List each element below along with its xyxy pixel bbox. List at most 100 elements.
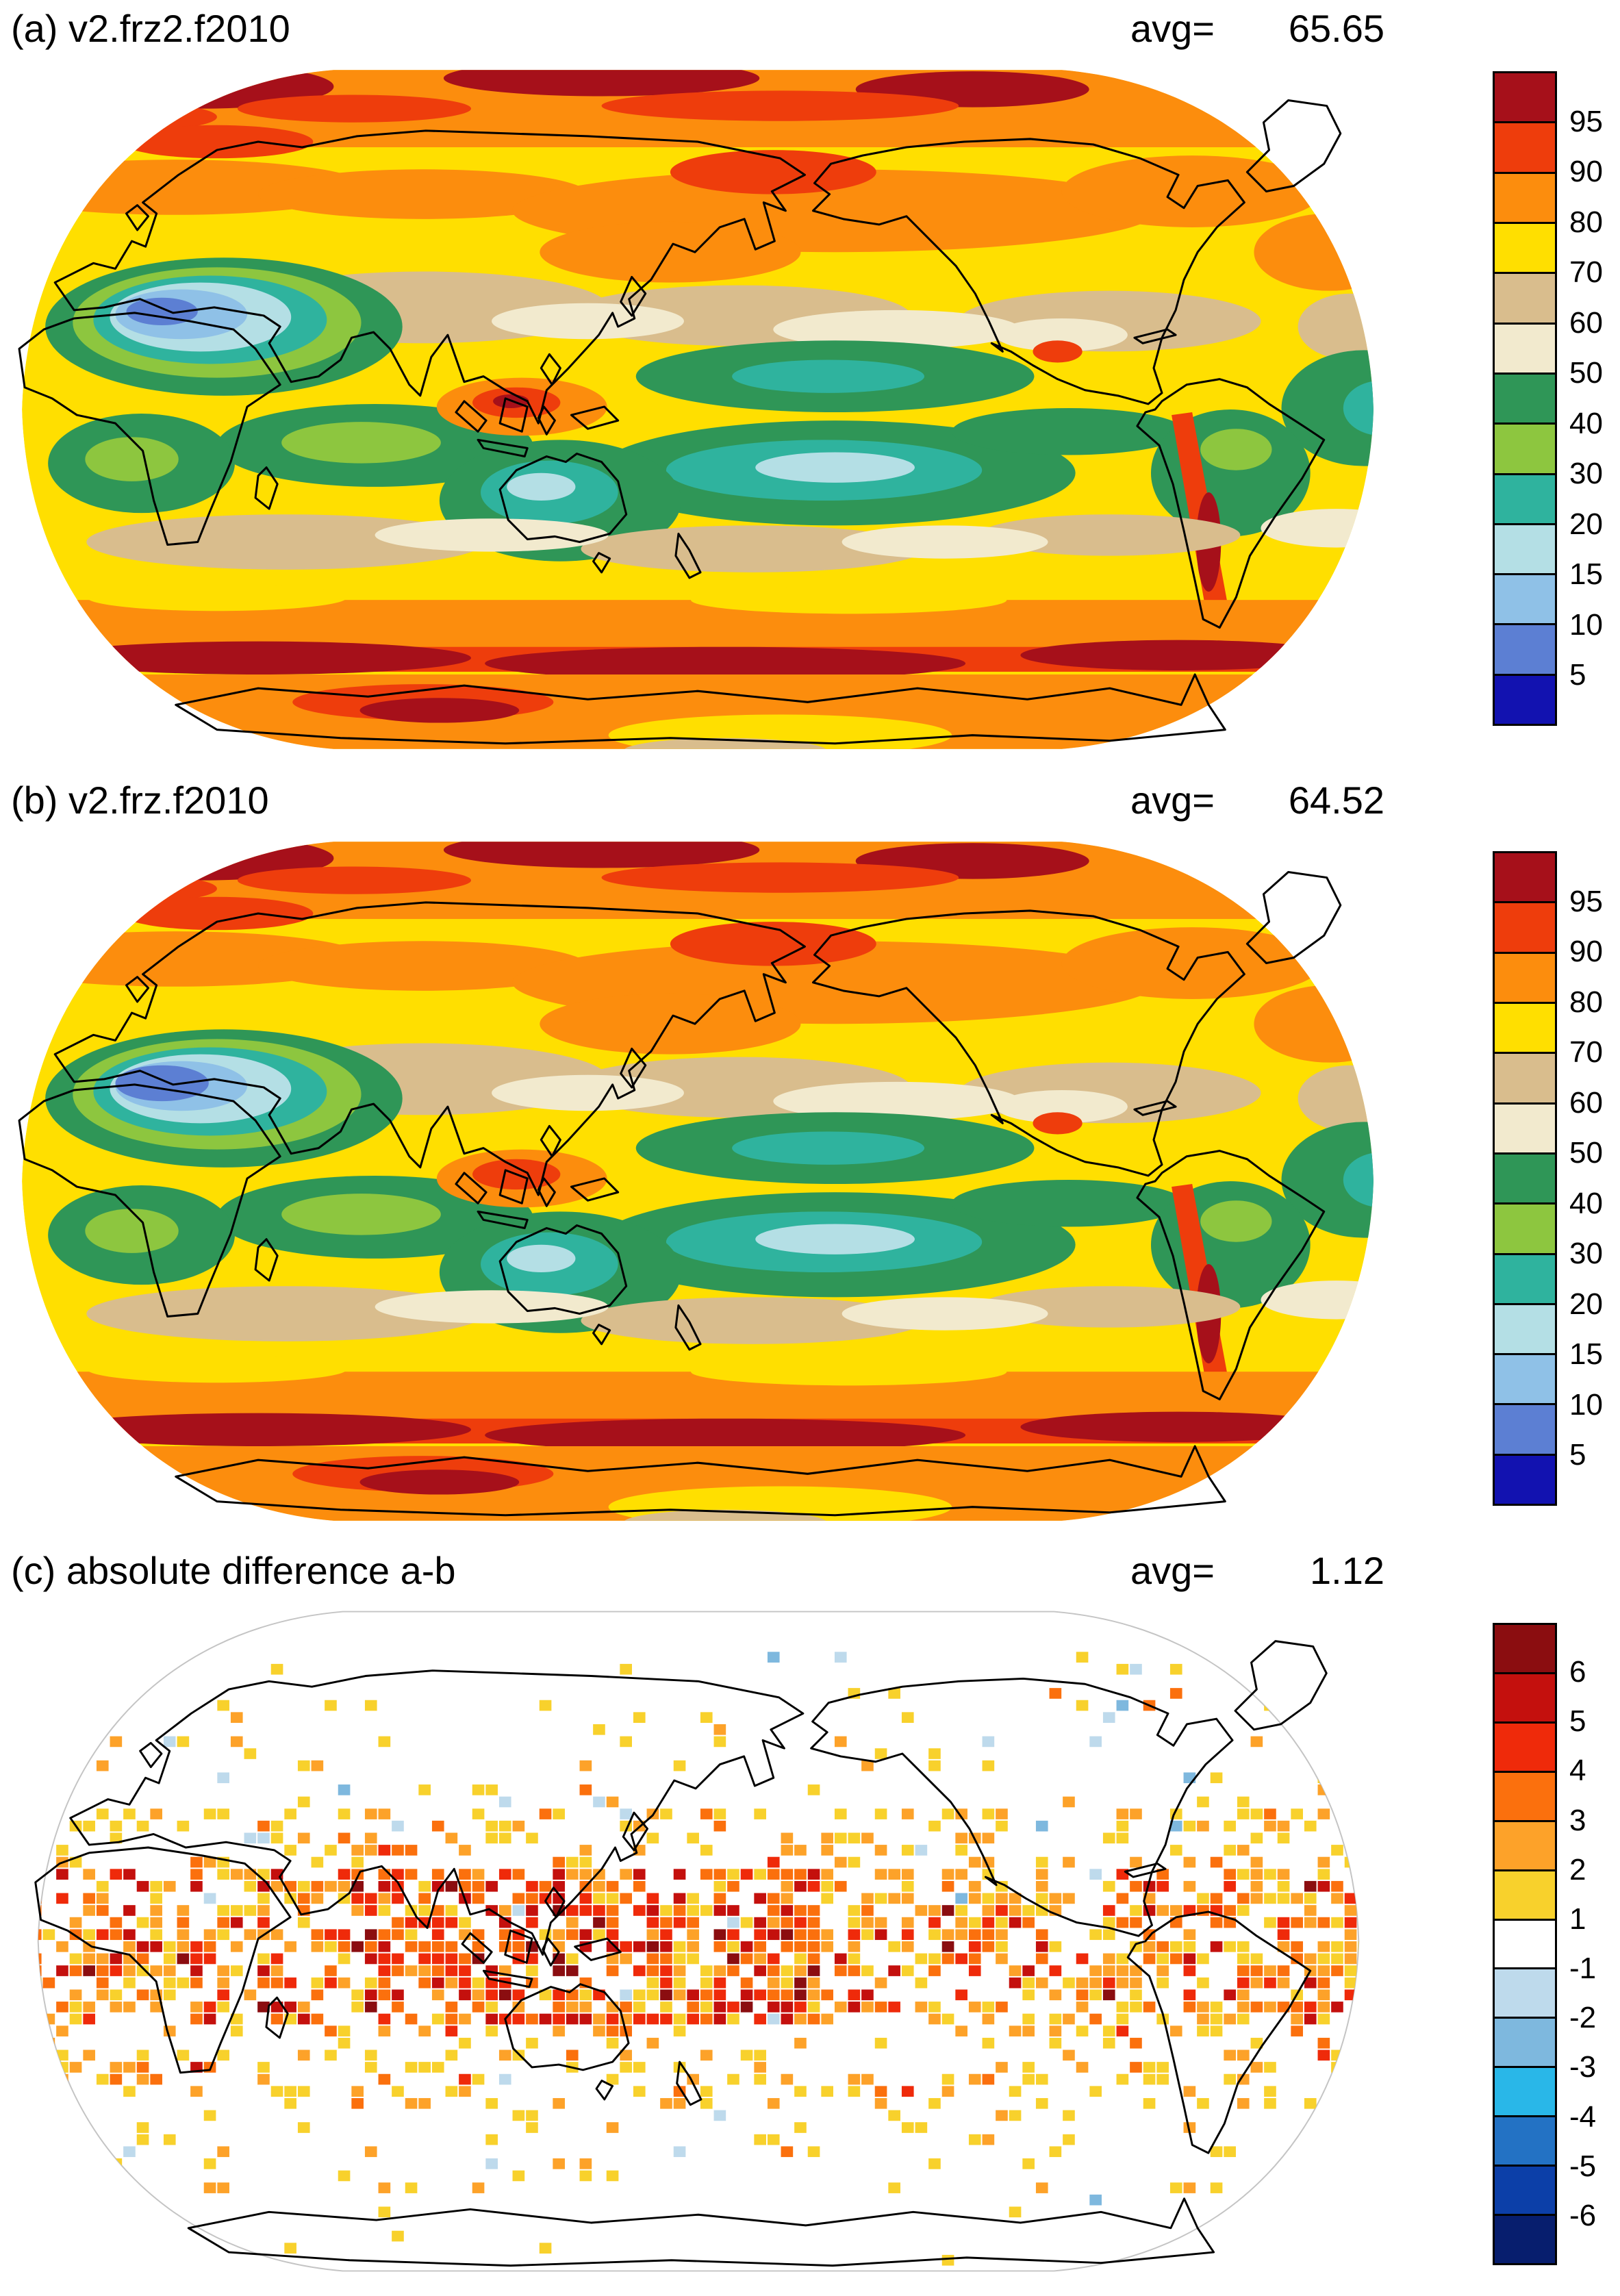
colorbar-cell [1495, 1721, 1555, 1771]
colorbar-cell [1495, 1967, 1555, 2017]
colorbar-tick: 5 [1569, 1704, 1586, 1739]
colorbar-cell [1495, 522, 1555, 574]
panel-b-map [11, 828, 1384, 1535]
colorbar-cell [1495, 121, 1555, 172]
panel-a: (a) v2.frz2.f2010 avg= 65.65 95 90 80 70 60 5… [0, 0, 1620, 772]
colorbar-cell [1495, 1671, 1555, 1721]
colorbar-tick: 90 [1569, 155, 1603, 189]
panel-c-avg: avg= 1.12 [1130, 1549, 1384, 1593]
world-map-diff [34, 1611, 1360, 2272]
world-map-a [18, 70, 1374, 749]
colorbar-b-ticks: 95 90 80 70 60 50 40 30 20 15 10 5 [1569, 851, 1620, 1506]
colorbar-cell [1495, 623, 1555, 674]
colorbar-tick: 20 [1569, 507, 1603, 541]
colorbar-cell [1495, 1819, 1555, 1869]
colorbar-tick: 50 [1569, 1136, 1603, 1170]
colorbar-cell [1495, 1152, 1555, 1203]
colorbar-cell [1495, 853, 1555, 902]
colorbar-c-cells [1493, 1623, 1557, 2265]
colorbar-tick: 40 [1569, 406, 1603, 440]
colorbar-tick: -5 [1569, 2149, 1597, 2183]
colorbar-c-ticks: 6 5 4 3 2 1 -1 -2 -3 -4 -5 -6 [1569, 1623, 1620, 2265]
colorbar-tick: 30 [1569, 457, 1603, 491]
colorbar-tick: 40 [1569, 1186, 1603, 1220]
colorbar-cell [1495, 573, 1555, 624]
panel-b-avg: avg= 64.52 [1130, 779, 1384, 822]
colorbar-tick: 2 [1569, 1852, 1586, 1887]
colorbar-tick: -4 [1569, 2099, 1597, 2134]
colorbar-tick: 80 [1569, 205, 1603, 239]
panel-c: (c) absolute difference a-b avg= 1.12 6 5… [0, 1542, 1620, 2296]
colorbar-a-ticks: 95 90 80 70 60 50 40 30 20 15 10 5 [1569, 71, 1620, 726]
panel-a-map [11, 56, 1384, 763]
colorbar-tick: 5 [1569, 658, 1586, 692]
colorbar-tick: -2 [1569, 2001, 1597, 2035]
coastlines [18, 99, 1342, 745]
colorbar-cell [1495, 73, 1555, 122]
colorbar-cell [1495, 272, 1555, 323]
panel-c-title: (c) absolute difference a-b [11, 1549, 456, 1592]
colorbar-tick: 10 [1569, 607, 1603, 642]
colorbar-tick: 4 [1569, 1754, 1586, 1788]
colorbar-a-cells [1493, 71, 1557, 726]
colorbar-tick: 1 [1569, 1902, 1586, 1936]
colorbar-tick: -1 [1569, 1952, 1597, 1986]
colorbar-cell [1495, 2115, 1555, 2165]
field-fill [22, 842, 1374, 1521]
colorbar-cell [1495, 1102, 1555, 1152]
panel-c-avg-value: 1.12 [1310, 1549, 1384, 1592]
colorbar-cell [1495, 171, 1555, 222]
colorbar-tick: 6 [1569, 1655, 1586, 1689]
colorbar-cell [1495, 372, 1555, 423]
colorbar-tick: 15 [1569, 557, 1603, 592]
colorbar-cell [1495, 1202, 1555, 1253]
colorbar-tick: 60 [1569, 1085, 1603, 1120]
colorbar-cell [1495, 2066, 1555, 2116]
panel-b: (b) v2.frz.f2010 avg= 64.52 95 90 80 70 60 50… [0, 772, 1620, 1542]
colorbar-cell [1495, 1625, 1555, 1672]
colorbar-cell [1495, 673, 1555, 724]
colorbar-cell [1495, 221, 1555, 273]
coastlines [18, 870, 1342, 1517]
colorbar-tick: 30 [1569, 1237, 1603, 1271]
colorbar-cell [1495, 1453, 1555, 1504]
colorbar-cell [1495, 472, 1555, 523]
panel-c-colorbar: 6 5 4 3 2 1 -1 -2 -3 -4 -5 -6 [1493, 1623, 1620, 2265]
colorbar-cell [1495, 1001, 1555, 1052]
panel-b-avg-value: 64.52 [1288, 779, 1384, 822]
colorbar-tick: 60 [1569, 305, 1603, 340]
colorbar-cell [1495, 951, 1555, 1002]
colorbar-cell [1495, 1052, 1555, 1102]
colorbar-tick: -3 [1569, 2050, 1597, 2084]
colorbar-tick: 50 [1569, 356, 1603, 390]
panel-a-colorbar: 95 90 80 70 60 50 40 30 20 15 10 5 [1493, 71, 1620, 726]
colorbar-tick: 3 [1569, 1803, 1586, 1837]
coastlines [34, 1640, 1328, 2267]
colorbar-cell [1495, 322, 1555, 373]
colorbar-tick: 90 [1569, 935, 1603, 969]
colorbar-cell [1495, 422, 1555, 473]
panel-c-map [27, 1598, 1369, 2284]
colorbar-cell [1495, 1353, 1555, 1404]
colorbar-tick: -6 [1569, 2198, 1597, 2232]
world-map-b [18, 842, 1374, 1521]
panel-c-header: (c) absolute difference a-b avg= 1.12 [11, 1549, 1384, 1593]
diff-speckles [38, 1652, 1359, 2266]
colorbar-tick: 5 [1569, 1438, 1586, 1472]
colorbar-tick: 70 [1569, 255, 1603, 290]
colorbar-cell [1495, 1302, 1555, 1354]
colorbar-cell [1495, 1869, 1555, 1919]
panel-c-avg-label: avg= [1130, 1549, 1215, 1592]
colorbar-tick: 10 [1569, 1387, 1603, 1422]
field-fill [22, 70, 1374, 749]
colorbar-cell [1495, 1252, 1555, 1303]
panel-a-header: (a) v2.frz2.f2010 avg= 65.65 [11, 7, 1384, 51]
panel-b-header: (b) v2.frz.f2010 avg= 64.52 [11, 779, 1384, 822]
panel-a-avg-value: 65.65 [1288, 7, 1384, 50]
colorbar-tick: 70 [1569, 1035, 1603, 1070]
panel-b-title: (b) v2.frz.f2010 [11, 779, 269, 822]
colorbar-cell [1495, 1770, 1555, 1820]
colorbar-cell [1495, 2017, 1555, 2067]
colorbar-cell [1495, 2214, 1555, 2263]
